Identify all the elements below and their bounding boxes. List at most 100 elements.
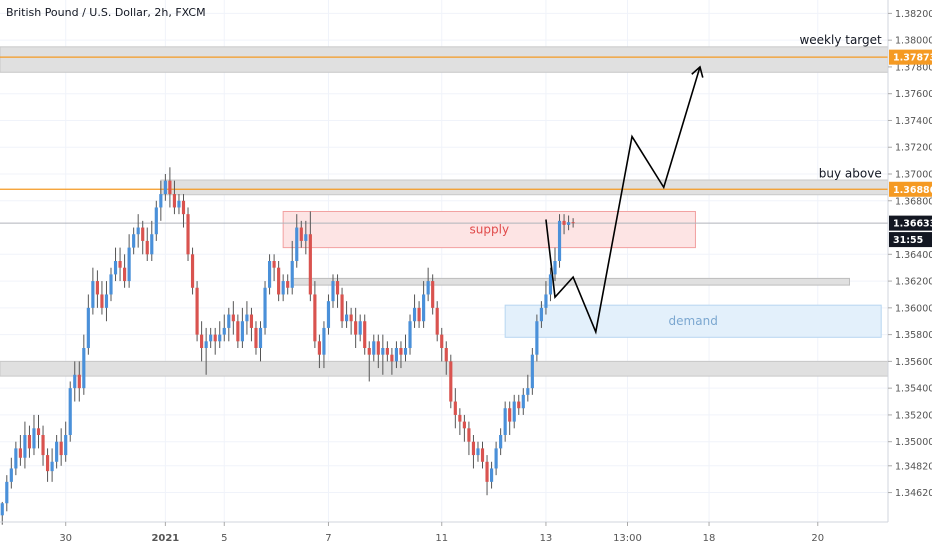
candle-body bbox=[100, 294, 104, 308]
candle-body bbox=[381, 348, 385, 355]
zone-label-demand: demand bbox=[669, 314, 718, 328]
candle-body bbox=[553, 261, 557, 275]
candle-body bbox=[240, 321, 244, 342]
candle-body bbox=[222, 327, 226, 335]
candle-body bbox=[86, 307, 90, 348]
price-label-box-0 bbox=[889, 49, 932, 65]
candle-body bbox=[390, 354, 394, 362]
candle-body bbox=[14, 448, 18, 469]
x-tick-label: 2021 bbox=[151, 533, 179, 544]
candle-body bbox=[299, 227, 303, 241]
candle-body bbox=[521, 394, 525, 409]
candle-body bbox=[367, 348, 371, 355]
candle-body bbox=[526, 388, 530, 395]
candle-body bbox=[41, 435, 45, 456]
candle-body bbox=[290, 261, 294, 288]
candle-body bbox=[313, 294, 317, 342]
candle-body bbox=[132, 234, 136, 248]
y-tick-label: 1.35000 bbox=[895, 437, 932, 448]
candle-body bbox=[36, 428, 41, 435]
candle-body bbox=[530, 354, 534, 389]
zone-rect bbox=[160, 179, 889, 196]
x-tick-label: 5 bbox=[221, 533, 227, 544]
candle-body bbox=[204, 341, 208, 348]
y-tick-label: 1.36400 bbox=[895, 250, 932, 261]
candle-body bbox=[168, 180, 172, 195]
candle-body bbox=[476, 448, 480, 456]
candle-body bbox=[227, 314, 231, 328]
candle-body bbox=[181, 200, 186, 215]
candle-body bbox=[123, 267, 127, 282]
candle-body bbox=[245, 314, 249, 322]
candle-body bbox=[363, 321, 367, 348]
candle-body bbox=[467, 428, 471, 442]
y-tick-label: 1.37400 bbox=[895, 116, 932, 127]
y-tick-label: 1.37600 bbox=[895, 89, 932, 100]
candle-body bbox=[508, 408, 512, 422]
candle-body bbox=[422, 294, 426, 322]
candle-body bbox=[499, 435, 503, 449]
y-tick-label: 1.36000 bbox=[895, 303, 932, 314]
candle-body bbox=[200, 334, 204, 348]
candle-body bbox=[0, 503, 4, 516]
candle-body bbox=[435, 307, 439, 335]
y-tick-label: 1.37200 bbox=[895, 143, 932, 154]
candle-body bbox=[295, 227, 299, 261]
candle-body bbox=[145, 240, 149, 255]
candle-body bbox=[503, 408, 507, 435]
y-tick-label: 1.35200 bbox=[895, 410, 932, 421]
candle-body bbox=[231, 314, 235, 322]
candle-body bbox=[104, 294, 109, 308]
candle-body bbox=[272, 261, 276, 268]
candle-body bbox=[349, 314, 353, 322]
candle-body bbox=[91, 281, 95, 308]
candle-body bbox=[412, 307, 417, 322]
y-tick-label: 1.34820 bbox=[895, 461, 932, 472]
price-label-box-3 bbox=[889, 232, 932, 248]
candle-body bbox=[77, 374, 81, 389]
price-label-2: 1.36633 bbox=[893, 219, 932, 230]
projection-arrowhead bbox=[691, 65, 704, 78]
candle-body bbox=[59, 441, 63, 456]
candle-body bbox=[236, 321, 240, 342]
candle-body bbox=[9, 468, 13, 482]
price-label-box-2 bbox=[889, 215, 932, 231]
zone-rect bbox=[0, 46, 889, 73]
candle-body bbox=[358, 321, 362, 335]
candle-body bbox=[267, 261, 272, 288]
y-tick-label: 1.37000 bbox=[895, 170, 932, 181]
candle-body bbox=[18, 448, 22, 458]
candle-body bbox=[64, 435, 68, 456]
zone-rect bbox=[504, 304, 882, 338]
candle-body bbox=[458, 414, 462, 422]
candle-body bbox=[494, 448, 498, 469]
candle-body bbox=[340, 294, 344, 322]
candle-body bbox=[190, 254, 195, 288]
chart-title: British Pound / U.S. Dollar, 2h, FXCM bbox=[6, 6, 206, 19]
candle-body bbox=[286, 281, 290, 288]
candle-body bbox=[141, 227, 145, 241]
candle-body bbox=[567, 222, 571, 225]
candle-body bbox=[394, 348, 399, 362]
candle-body bbox=[517, 401, 521, 409]
y-tick-label: 1.36200 bbox=[895, 277, 932, 288]
y-tick-label: 1.34620 bbox=[895, 488, 932, 499]
candle-body bbox=[154, 207, 158, 235]
candle-body bbox=[136, 227, 140, 235]
candle-body bbox=[213, 334, 217, 342]
candle-body bbox=[308, 234, 312, 295]
candle-body bbox=[417, 307, 421, 322]
candle-body bbox=[218, 334, 222, 342]
candle-body bbox=[159, 194, 163, 208]
candle-body bbox=[172, 194, 177, 208]
candle-body bbox=[209, 334, 213, 342]
x-tick-label: 11 bbox=[435, 533, 448, 544]
candle-body bbox=[535, 321, 539, 355]
candle-body bbox=[50, 461, 54, 472]
candle-body bbox=[544, 294, 548, 308]
candle-body bbox=[317, 341, 321, 355]
candle-body bbox=[304, 234, 308, 241]
candle-body bbox=[512, 401, 516, 422]
candle-body bbox=[55, 441, 59, 462]
